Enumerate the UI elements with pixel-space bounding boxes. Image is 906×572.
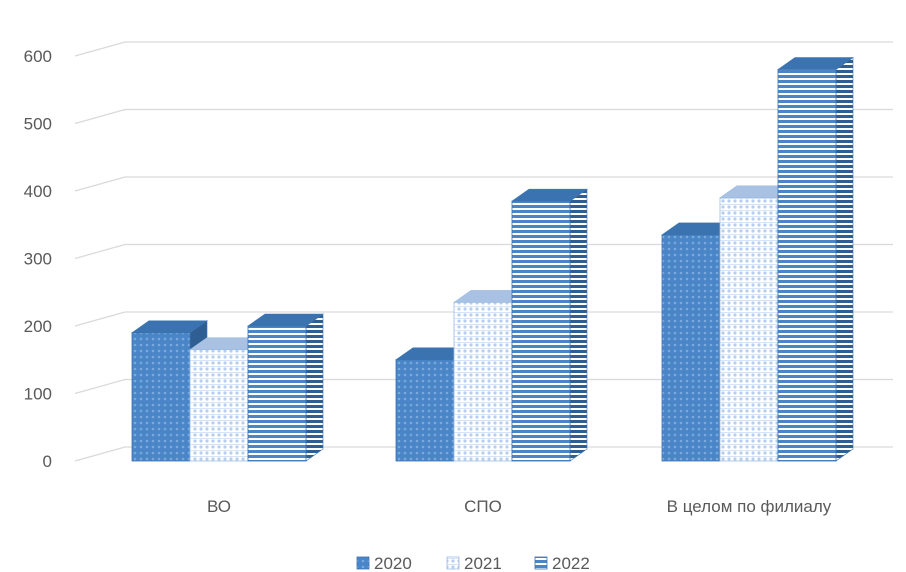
y-tick-label: 400: [24, 182, 52, 201]
y-tick-label: 500: [24, 115, 52, 134]
legend-label-2020: 2020: [374, 554, 412, 572]
legend-label-2021: 2021: [464, 554, 502, 572]
bar-2021-2: [719, 197, 779, 462]
y-tick-label: 200: [24, 317, 52, 336]
gridline: [74, 176, 893, 192]
bar-2021-0: [189, 349, 249, 462]
gridline: [74, 108, 893, 125]
legend-swatch-2020: [356, 556, 370, 570]
gridline: [74, 311, 893, 327]
bar-2020-1: [395, 359, 455, 462]
bar-2022-1: [511, 200, 571, 462]
legend-swatch-2021: [446, 556, 460, 570]
legend-swatch-2022: [534, 556, 548, 570]
gridline: [74, 41, 893, 57]
gridline: [74, 243, 893, 260]
gridlines: [74, 41, 893, 462]
x-category-label: В целом по филиалу: [667, 497, 832, 516]
legend: 2020 2021 2022: [356, 554, 590, 572]
y-tick-label: 300: [24, 250, 52, 269]
gridline: [74, 446, 893, 462]
bar-2020-2: [661, 234, 721, 462]
bar-2020-0: [131, 332, 191, 462]
bar-2022-2-side: [835, 56, 854, 462]
x-category-label: СПО: [464, 497, 502, 516]
bar-2022-0: [247, 325, 307, 462]
y-tick-label: 0: [43, 452, 52, 471]
bar-2022-1-side: [569, 188, 588, 462]
legend-label-2022: 2022: [552, 554, 590, 572]
x-category-label: ВО: [207, 497, 231, 516]
y-tick-label: 600: [24, 47, 52, 66]
bars: [131, 56, 854, 462]
bar-2022-2: [777, 69, 837, 462]
y-tick-label: 100: [24, 385, 52, 404]
gridline: [74, 378, 893, 395]
y-axis: 0 100 200 300 400 500 600: [24, 47, 52, 471]
bar-2021-1: [453, 301, 513, 462]
bar-2022-0-side: [305, 313, 324, 462]
x-axis: ВО СПО В целом по филиалу: [207, 497, 832, 516]
